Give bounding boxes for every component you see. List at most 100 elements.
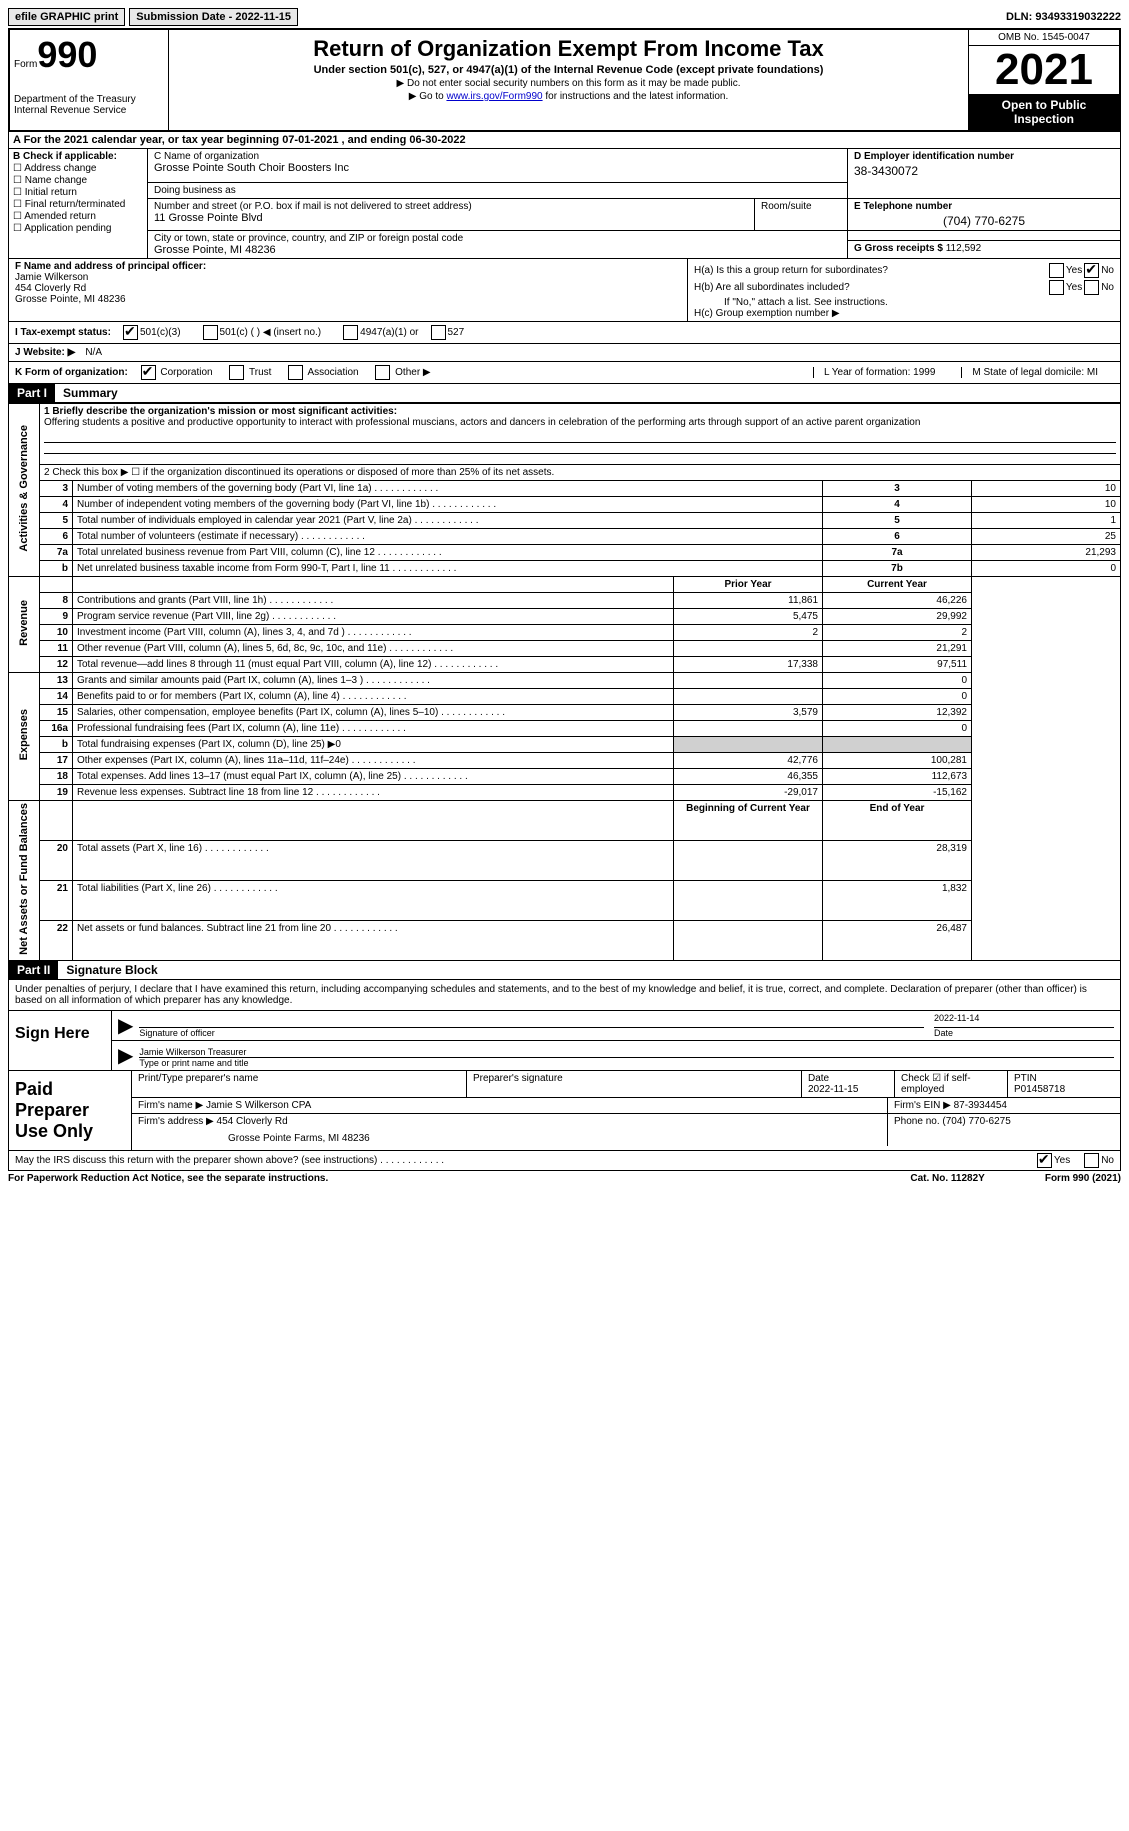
website-label: J Website: ▶ <box>15 347 75 358</box>
submission-date: Submission Date - 2022-11-15 <box>129 8 298 26</box>
pra-notice: For Paperwork Reduction Act Notice, see … <box>8 1173 328 1184</box>
tax-year: 2021 <box>969 46 1119 94</box>
firm-addr1: 454 Cloverly Rd <box>217 1116 288 1127</box>
header-left: Form990 Department of the Treasury Inter… <box>10 30 169 130</box>
principal-officer: F Name and address of principal officer:… <box>9 259 688 321</box>
prep-sig-label: Preparer's signature <box>467 1071 802 1097</box>
note2-post: for instructions and the latest informat… <box>543 91 729 102</box>
org-name: Grosse Pointe South Choir Boosters Inc <box>154 162 841 174</box>
room-label: Room/suite <box>761 201 841 212</box>
perjury-statement: Under penalties of perjury, I declare th… <box>8 980 1121 1011</box>
hb-question: H(b) Are all subordinates included? <box>694 282 1047 293</box>
addr-value: 11 Grosse Pointe Blvd <box>154 212 748 224</box>
omb-number: OMB No. 1545-0047 <box>969 30 1119 46</box>
cb-4947[interactable] <box>343 325 358 340</box>
cat-number: Cat. No. 11282Y <box>910 1173 984 1184</box>
officer-name: Jamie Wilkerson <box>15 272 681 283</box>
firm-ein-label: Firm's EIN ▶ <box>894 1100 954 1111</box>
sig-date-label: Date <box>934 1028 1114 1038</box>
cb-amended-return[interactable]: ☐ Amended return <box>13 211 143 222</box>
hc-label: H(c) Group exemption number ▶ <box>694 308 1114 319</box>
cb-501c[interactable] <box>203 325 218 340</box>
prep-date: 2022-11-15 <box>808 1084 888 1095</box>
cb-name-change[interactable]: ☐ Name change <box>13 175 143 186</box>
tel-label: E Telephone number <box>854 201 1114 212</box>
state-domicile: M State of legal domicile: MI <box>961 367 1098 378</box>
form-prefix: Form <box>14 59 37 70</box>
telephone-cell: E Telephone number (704) 770-6275 <box>848 199 1120 230</box>
col-b-label: B Check if applicable: <box>13 151 143 162</box>
ha-no[interactable] <box>1084 263 1099 278</box>
tax-status-row: I Tax-exempt status: 501(c)(3) 501(c) ( … <box>8 322 1121 344</box>
ptin-label: PTIN <box>1014 1073 1114 1084</box>
status-label: I Tax-exempt status: <box>15 327 111 338</box>
sign-here-label: Sign Here <box>9 1011 112 1070</box>
discuss-question: May the IRS discuss this return with the… <box>15 1155 444 1166</box>
discuss-yes[interactable] <box>1037 1153 1052 1168</box>
cb-application-pending[interactable]: ☐ Application pending <box>13 223 143 234</box>
hb-no[interactable] <box>1084 280 1099 295</box>
city-cell: City or town, state or province, country… <box>148 231 848 258</box>
cb-527[interactable] <box>431 325 446 340</box>
hb-note: If "No," attach a list. See instructions… <box>694 297 1114 308</box>
note2-pre: Go to <box>419 91 446 102</box>
website-value: N/A <box>85 347 102 358</box>
gross-receipts-cell: G Gross receipts $ 112,592 <box>848 231 1120 258</box>
discuss-no[interactable] <box>1084 1153 1099 1168</box>
officer-addr2: Grosse Pointe, MI 48236 <box>15 294 681 305</box>
arrow-icon: ▶ <box>118 1043 133 1068</box>
k-label: K Form of organization: <box>15 367 128 378</box>
ha-yes[interactable] <box>1049 263 1064 278</box>
preparer-block: Paid Preparer Use Only Print/Type prepar… <box>8 1071 1121 1151</box>
firm-addr-label: Firm's address ▶ <box>138 1116 217 1127</box>
cb-other[interactable] <box>375 365 390 380</box>
firm-addr2: Grosse Pointe Farms, MI 48236 <box>138 1133 881 1144</box>
prep-self-employed: Check ☑ if self-employed <box>895 1071 1008 1097</box>
cb-association[interactable] <box>288 365 303 380</box>
cb-corporation[interactable] <box>141 365 156 380</box>
irs-link[interactable]: www.irs.gov/Form990 <box>446 91 542 102</box>
part1-num: Part I <box>9 384 55 402</box>
submission-label: Submission Date - <box>136 11 235 23</box>
submission-value: 2022-11-15 <box>235 11 291 23</box>
form-ref: Form 990 (2021) <box>1045 1173 1121 1184</box>
arrow-icon: ▶ <box>118 1013 133 1038</box>
ein-label: D Employer identification number <box>854 151 1114 162</box>
dln-label: DLN: <box>1006 11 1035 23</box>
summary-table: Activities & Governance 1 Briefly descri… <box>8 403 1121 961</box>
fh-block: F Name and address of principal officer:… <box>8 259 1121 322</box>
cb-trust[interactable] <box>229 365 244 380</box>
org-name-label: C Name of organization <box>154 151 841 162</box>
ein-value: 38-3430072 <box>854 164 1114 178</box>
hb-yes[interactable] <box>1049 280 1064 295</box>
part2-title: Signature Block <box>58 961 165 979</box>
part1-bar: Part I Summary <box>8 384 1121 403</box>
form-subtitle: Under section 501(c), 527, or 4947(a)(1)… <box>173 64 964 76</box>
cb-address-change[interactable]: ☐ Address change <box>13 163 143 174</box>
row-a-period: A For the 2021 calendar year, or tax yea… <box>8 132 1121 149</box>
part1-title: Summary <box>55 384 126 402</box>
sig-name-title: Jamie Wilkerson Treasurer <box>139 1047 1114 1058</box>
tel-value: (704) 770-6275 <box>854 214 1114 228</box>
cb-501c3[interactable] <box>123 325 138 340</box>
ssn-note: Do not enter social security numbers on … <box>173 78 964 89</box>
city-label: City or town, state or province, country… <box>154 233 841 244</box>
inspection-notice: Open to Public Inspection <box>969 94 1119 130</box>
form-number: 990 <box>37 34 97 75</box>
firm-phone-label: Phone no. <box>894 1116 942 1127</box>
prep-date-label: Date <box>808 1073 888 1084</box>
cb-initial-return[interactable]: ☐ Initial return <box>13 187 143 198</box>
part2-bar: Part II Signature Block <box>8 961 1121 980</box>
main-info-block: B Check if applicable: ☐ Address change … <box>8 149 1121 259</box>
dba-label: Doing business as <box>154 185 841 196</box>
column-b: B Check if applicable: ☐ Address change … <box>9 149 148 258</box>
discuss-row: May the IRS discuss this return with the… <box>8 1151 1121 1171</box>
form-title: Return of Organization Exempt From Incom… <box>173 36 964 62</box>
cb-final-return[interactable]: ☐ Final return/terminated <box>13 199 143 210</box>
sig-name-title-label: Type or print name and title <box>139 1058 1114 1068</box>
signature-block: Sign Here ▶ Signature of officer 2022-11… <box>8 1011 1121 1071</box>
address-cell: Number and street (or P.O. box if mail i… <box>148 199 848 230</box>
dln: DLN: 93493319032222 <box>1006 11 1121 23</box>
department: Department of the Treasury Internal Reve… <box>14 94 164 116</box>
efile-print-button[interactable]: efile GRAPHIC print <box>8 8 125 26</box>
